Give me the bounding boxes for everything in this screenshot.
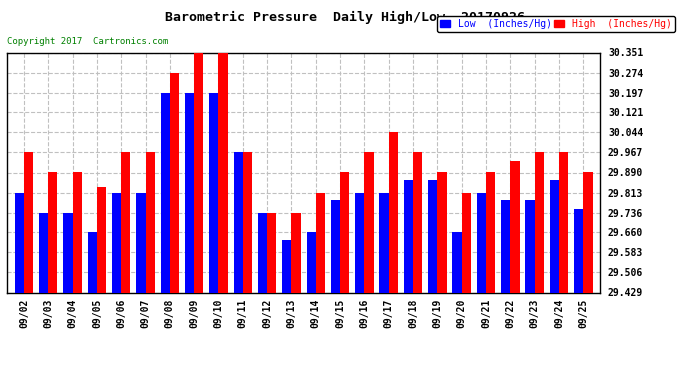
Bar [413, 153, 422, 292]
Bar [306, 232, 316, 292]
Bar [267, 213, 277, 292]
Bar [146, 153, 155, 292]
Bar [243, 153, 252, 292]
Bar [39, 213, 48, 292]
Bar [364, 153, 374, 292]
Bar [316, 192, 325, 292]
Bar [388, 132, 398, 292]
Bar [501, 200, 511, 292]
Bar [380, 192, 388, 292]
Bar [511, 160, 520, 292]
Bar [462, 192, 471, 292]
Bar [574, 209, 583, 292]
Bar [233, 153, 243, 292]
Bar [355, 192, 364, 292]
Bar [97, 186, 106, 292]
Bar [121, 153, 130, 292]
Bar [404, 180, 413, 292]
Bar [535, 153, 544, 292]
Bar [550, 180, 559, 292]
Text: Barometric Pressure  Daily High/Low  20170926: Barometric Pressure Daily High/Low 20170… [165, 11, 525, 24]
Bar [170, 72, 179, 292]
Bar [14, 192, 24, 292]
Bar [453, 232, 462, 292]
Bar [137, 192, 146, 292]
Bar [72, 172, 82, 292]
Bar [282, 240, 291, 292]
Bar [63, 213, 72, 292]
Bar [88, 232, 97, 292]
Bar [194, 53, 204, 292]
Bar [24, 153, 33, 292]
Bar [525, 200, 535, 292]
Bar [161, 93, 170, 292]
Bar [291, 213, 301, 292]
Bar [559, 153, 568, 292]
Legend: Low  (Inches/Hg), High  (Inches/Hg): Low (Inches/Hg), High (Inches/Hg) [437, 16, 675, 32]
Bar [112, 192, 121, 292]
Bar [340, 172, 349, 292]
Bar [209, 93, 219, 292]
Text: Copyright 2017  Cartronics.com: Copyright 2017 Cartronics.com [7, 38, 168, 46]
Bar [48, 172, 57, 292]
Bar [185, 93, 194, 292]
Bar [428, 180, 437, 292]
Bar [477, 192, 486, 292]
Bar [258, 213, 267, 292]
Bar [219, 53, 228, 292]
Bar [331, 200, 340, 292]
Bar [437, 172, 446, 292]
Bar [486, 172, 495, 292]
Bar [583, 172, 593, 292]
